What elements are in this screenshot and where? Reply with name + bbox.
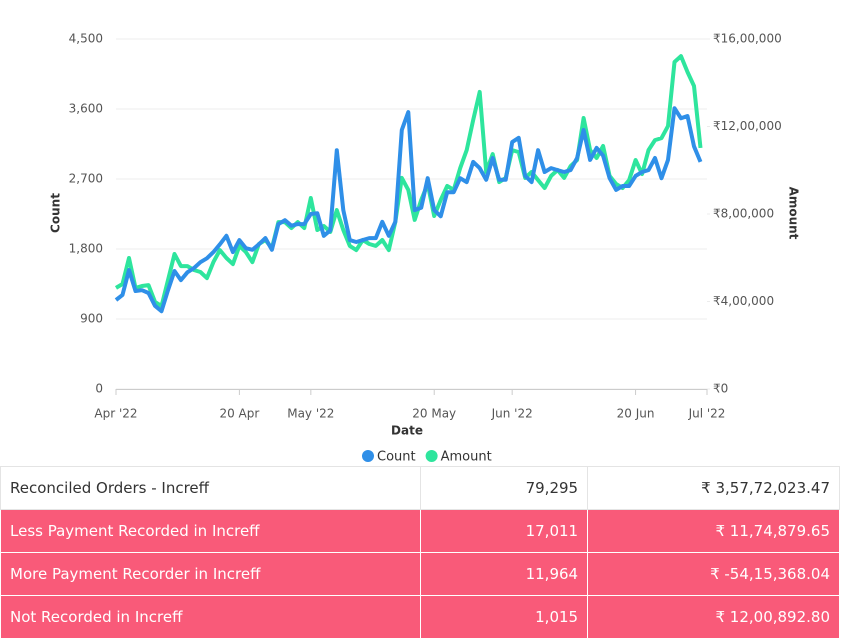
y2-tick-label: ₹16,00,000 [713,32,782,46]
line-series [114,106,703,314]
y2-tick-label: ₹8,00,000 [713,207,774,221]
table-row: Not Recorded in Increff 1,015 ₹ 12,00,892.… [0,595,840,639]
x-tick-label: 20 Jun [617,407,655,421]
legend-marker [425,450,438,462]
y2-tick-label: ₹4,00,000 [713,294,774,308]
table-cell: ₹ -54,15,368.04 [587,552,840,596]
x-tick-label: Jul '22 [688,407,726,421]
y-tick-label: 900 [80,312,103,326]
legend-label: Count [377,450,416,465]
y2-tick-label: ₹0 [713,382,728,396]
table-cell: ₹ 11,74,879.65 [587,509,840,553]
table-row: More Payment Recorder in Increff 11,964 ₹ … [0,552,840,596]
table-cell: More Payment Recorder in Increff [0,552,421,596]
x-tick-label: Apr '22 [94,407,137,421]
x-tick-label: Jun '22 [491,407,533,421]
y-axis-title: Count [49,193,63,233]
x-axis-title: Date [391,424,423,438]
y-tick-label: 2,700 [69,172,103,186]
legend-marker [362,450,374,462]
x-tick-label: 20 Apr [219,407,259,421]
y-tick-label: 0 [95,382,103,396]
table-cell: ₹ 12,00,892.80 [587,595,840,639]
table-row: Reconciled Orders - Increff 79,295 ₹ 3,57,… [0,466,840,510]
table-cell: 1,015 [419,595,589,639]
table-cell: ₹ 3,57,72,023.47 [587,466,840,510]
y-tick-label: 4,500 [69,32,103,46]
line-series [114,54,703,309]
legend-label: Amount [441,450,492,465]
table-cell: 17,011 [419,509,589,553]
table-cell: Reconciled Orders - Increff [0,466,421,510]
summary-table: Reconciled Orders - Increff 79,295 ₹ 3,57,… [0,466,840,639]
x-tick-label: 20 May [412,407,456,421]
chart: Count Amount Date 0 900 1,800 2,700 3,600 4,5… [49,32,801,465]
y2-tick-label: ₹12,00,000 [713,119,782,133]
y-tick-label: 3,600 [69,102,103,116]
table-cell: 79,295 [419,466,589,510]
x-tick-label: May '22 [287,407,334,421]
y2-axis-title: Amount [787,187,801,240]
table-cell: Not Recorded in Increff [0,595,421,639]
table-row: Less Payment Recorded in Increff 17,011 ₹ … [0,509,840,553]
table-cell: 11,964 [419,552,589,596]
legend: Count Amount [362,450,492,465]
table-cell: Less Payment Recorded in Increff [0,509,421,553]
y-tick-label: 1,800 [69,242,103,256]
